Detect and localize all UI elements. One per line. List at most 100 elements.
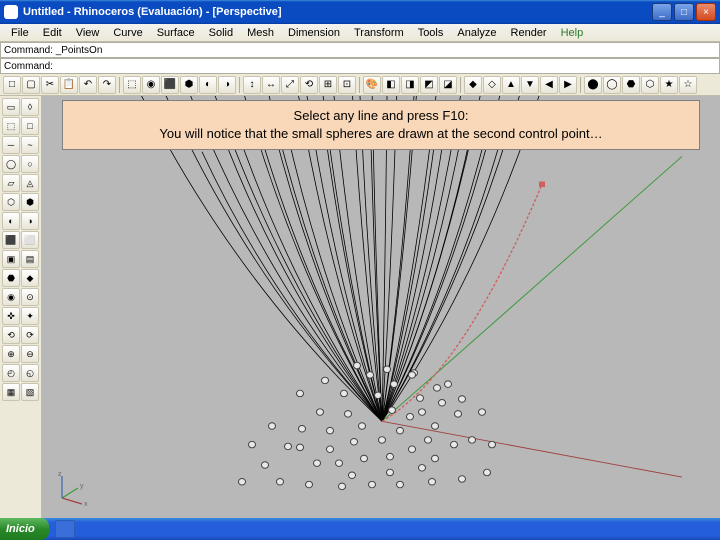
- toolbar-button[interactable]: ▼: [521, 76, 539, 94]
- side-tool-button[interactable]: ◴: [2, 364, 20, 382]
- menu-curve[interactable]: Curve: [106, 26, 149, 40]
- side-tool-button[interactable]: ▭: [2, 98, 20, 116]
- side-tool-button[interactable]: ◵: [21, 364, 39, 382]
- toolbar-button[interactable]: ★: [660, 76, 678, 94]
- toolbar-button[interactable]: ▲: [502, 76, 520, 94]
- menu-solid[interactable]: Solid: [202, 26, 240, 40]
- menubar: FileEditViewCurveSurfaceSolidMeshDimensi…: [0, 24, 720, 42]
- side-tool-button[interactable]: ⊕: [2, 345, 20, 363]
- workspace: ▭◊⬚□─~◯○▱◬⬡⬢◐◑⬛⬜▣▤⬣◆◉⊙✜✦⟲⟳⊕⊖◴◵▦▧ Select …: [0, 96, 720, 518]
- toolbar-button[interactable]: □: [3, 76, 21, 94]
- toolbar-button[interactable]: ▶: [559, 76, 577, 94]
- side-tool-button[interactable]: ⬡: [2, 193, 20, 211]
- side-tool-button[interactable]: ⬚: [2, 117, 20, 135]
- menu-transform[interactable]: Transform: [347, 26, 411, 40]
- side-tool-button[interactable]: ◑: [21, 212, 39, 230]
- menu-mesh[interactable]: Mesh: [240, 26, 281, 40]
- toolbar-button[interactable]: ⤢: [281, 76, 299, 94]
- side-tool-button[interactable]: ◐: [2, 212, 20, 230]
- toolbar-button[interactable]: ◪: [439, 76, 457, 94]
- main-toolbar: □▢✂📋↶↷ ⬚◉⬛⬢◐◑ ↕↔⤢⟲⊞⊡ 🎨◧◨◩◪ ◆◇▲▼◀▶ ⬤◯⬣⬡★☆: [0, 74, 720, 96]
- command-value: _PointsOn: [56, 45, 103, 56]
- menu-help[interactable]: Help: [554, 26, 591, 40]
- toolbar-button[interactable]: ◀: [540, 76, 558, 94]
- toolbar-button[interactable]: ◉: [142, 76, 160, 94]
- toolbar-button[interactable]: ◑: [218, 76, 236, 94]
- menu-view[interactable]: View: [69, 26, 107, 40]
- menu-analyze[interactable]: Analyze: [450, 26, 503, 40]
- side-tool-button[interactable]: ◯: [2, 155, 20, 173]
- toolbar-button[interactable]: ⬢: [180, 76, 198, 94]
- side-tool-button[interactable]: ─: [2, 136, 20, 154]
- close-button[interactable]: ×: [696, 3, 716, 21]
- side-tool-button[interactable]: ⟲: [2, 326, 20, 344]
- menu-edit[interactable]: Edit: [36, 26, 69, 40]
- instruction-tooltip: Select any line and press F10: You will …: [62, 100, 700, 150]
- side-tool-button[interactable]: ▦: [2, 383, 20, 401]
- side-tool-button[interactable]: ◉: [2, 288, 20, 306]
- toolbar-button[interactable]: ◯: [603, 76, 621, 94]
- toolbar-button[interactable]: ⟲: [300, 76, 318, 94]
- start-button[interactable]: Inicio: [0, 518, 49, 540]
- toolbar-button[interactable]: 🎨: [363, 76, 381, 94]
- side-tool-button[interactable]: ⬢: [21, 193, 39, 211]
- toolbar-button[interactable]: ◆: [464, 76, 482, 94]
- toolbar-button[interactable]: ◧: [382, 76, 400, 94]
- toolbar-button[interactable]: ◐: [199, 76, 217, 94]
- taskbar-item[interactable]: [55, 520, 75, 538]
- side-tool-button[interactable]: ⟳: [21, 326, 39, 344]
- side-tool-button[interactable]: ⬜: [21, 231, 39, 249]
- toolbar-button[interactable]: ◇: [483, 76, 501, 94]
- menu-surface[interactable]: Surface: [150, 26, 202, 40]
- side-tool-button[interactable]: ✜: [2, 307, 20, 325]
- side-tool-button[interactable]: ▣: [2, 250, 20, 268]
- toolbar-button[interactable]: ⊞: [319, 76, 337, 94]
- menu-tools[interactable]: Tools: [411, 26, 451, 40]
- titlebar: Untitled - Rhinoceros (Evaluación) - [Pe…: [0, 0, 720, 24]
- minimize-button[interactable]: _: [652, 3, 672, 21]
- toolbar-button[interactable]: ⊡: [338, 76, 356, 94]
- tooltip-line2: You will notice that the small spheres a…: [71, 125, 691, 143]
- side-tool-button[interactable]: ▧: [21, 383, 39, 401]
- command-input-line[interactable]: Command:: [0, 58, 720, 74]
- toolbar-button[interactable]: ⬡: [641, 76, 659, 94]
- command-label: Command:: [4, 45, 56, 56]
- menu-render[interactable]: Render: [504, 26, 554, 40]
- window-title: Untitled - Rhinoceros (Evaluación) - [Pe…: [23, 6, 652, 18]
- toolbar-button[interactable]: ▢: [22, 76, 40, 94]
- side-tool-button[interactable]: ~: [21, 136, 39, 154]
- toolbar-button[interactable]: ↶: [79, 76, 97, 94]
- side-tool-button[interactable]: ▤: [21, 250, 39, 268]
- toolbar-button[interactable]: ⬛: [161, 76, 179, 94]
- maximize-button[interactable]: □: [674, 3, 694, 21]
- menu-file[interactable]: File: [4, 26, 36, 40]
- toolbar-button[interactable]: ↕: [243, 76, 261, 94]
- taskbar: Inicio: [0, 518, 720, 540]
- side-tool-button[interactable]: ◬: [21, 174, 39, 192]
- side-tool-button[interactable]: ⊖: [21, 345, 39, 363]
- toolbar-button[interactable]: ◨: [401, 76, 419, 94]
- side-tool-button[interactable]: ◊: [21, 98, 39, 116]
- command-prompt: Command:: [4, 61, 53, 72]
- side-tool-button[interactable]: ◆: [21, 269, 39, 287]
- side-tool-button[interactable]: ✦: [21, 307, 39, 325]
- toolbar-button[interactable]: ⬣: [622, 76, 640, 94]
- toolbar-button[interactable]: ✂: [41, 76, 59, 94]
- toolbar-button[interactable]: 📋: [60, 76, 78, 94]
- side-tool-button[interactable]: ○: [21, 155, 39, 173]
- side-tool-button[interactable]: ⬛: [2, 231, 20, 249]
- toolbar-button[interactable]: ⬚: [123, 76, 141, 94]
- viewport[interactable]: Select any line and press F10: You will …: [42, 96, 720, 518]
- side-tool-button[interactable]: □: [21, 117, 39, 135]
- side-tool-button[interactable]: ⊙: [21, 288, 39, 306]
- toolbar-button[interactable]: ◩: [420, 76, 438, 94]
- toolbar-button[interactable]: ⬤: [584, 76, 602, 94]
- menu-dimension[interactable]: Dimension: [281, 26, 347, 40]
- side-tool-button[interactable]: ▱: [2, 174, 20, 192]
- toolbar-button[interactable]: ↷: [98, 76, 116, 94]
- side-tool-button[interactable]: ⬣: [2, 269, 20, 287]
- toolbar-button[interactable]: ↔: [262, 76, 280, 94]
- toolbar-button[interactable]: ☆: [679, 76, 697, 94]
- app-icon: [4, 5, 18, 19]
- side-toolbar: ▭◊⬚□─~◯○▱◬⬡⬢◐◑⬛⬜▣▤⬣◆◉⊙✜✦⟲⟳⊕⊖◴◵▦▧: [0, 96, 42, 518]
